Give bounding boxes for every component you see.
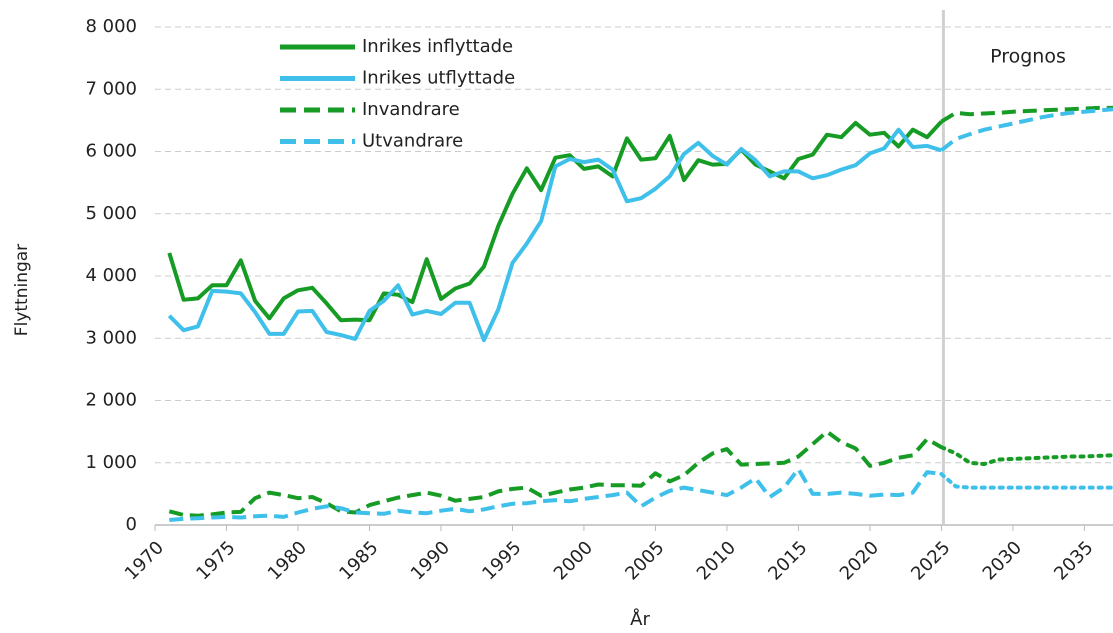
x-tick-label: 1980 xyxy=(264,537,311,584)
legend-label: Inrikes utflyttade xyxy=(362,68,515,89)
x-tick-label: 1970 xyxy=(121,537,168,584)
series-line xyxy=(939,445,1113,466)
y-tick-label: 3 000 xyxy=(85,327,137,348)
x-tick-label: 2000 xyxy=(550,537,597,584)
series-line xyxy=(940,105,1113,124)
x-tick-label: 2015 xyxy=(764,537,811,584)
y-tick-label: 0 xyxy=(126,514,137,535)
series-line xyxy=(939,472,1113,490)
legend-label: Utvandrare xyxy=(362,131,463,152)
x-tick-label: 2035 xyxy=(1050,537,1097,584)
x-tick-label: 1995 xyxy=(478,537,525,584)
series-line xyxy=(940,107,1113,152)
y-tick-label: 4 000 xyxy=(85,265,137,286)
y-tick-label: 2 000 xyxy=(85,390,137,411)
legend-label: Inrikes inflyttade xyxy=(362,36,513,57)
x-axis-label: År xyxy=(630,608,650,630)
y-tick-label: 5 000 xyxy=(85,203,137,224)
x-tick-label: 2030 xyxy=(979,537,1026,584)
y-tick-label: 7 000 xyxy=(85,78,137,99)
x-tick-label: 2010 xyxy=(693,537,740,584)
series-line xyxy=(168,429,943,518)
x-tick-label: 2025 xyxy=(907,537,954,584)
x-tick-label: 1990 xyxy=(407,537,454,584)
x-tick-label: 1975 xyxy=(192,537,239,584)
forecast-annotation: Prognos xyxy=(990,46,1066,68)
x-tick-label: 2020 xyxy=(836,537,883,584)
series-line xyxy=(167,120,943,323)
y-tick-label: 8 000 xyxy=(85,16,137,37)
y-axis-label: Flyttningar xyxy=(12,244,32,336)
y-tick-label: 6 000 xyxy=(85,141,137,162)
x-tick-label: 1985 xyxy=(335,537,382,584)
x-tick-label: 2005 xyxy=(621,537,668,584)
series-line xyxy=(167,127,942,343)
legend-label: Invandrare xyxy=(362,99,460,120)
series-line xyxy=(169,467,942,522)
y-tick-label: 1 000 xyxy=(85,452,137,473)
